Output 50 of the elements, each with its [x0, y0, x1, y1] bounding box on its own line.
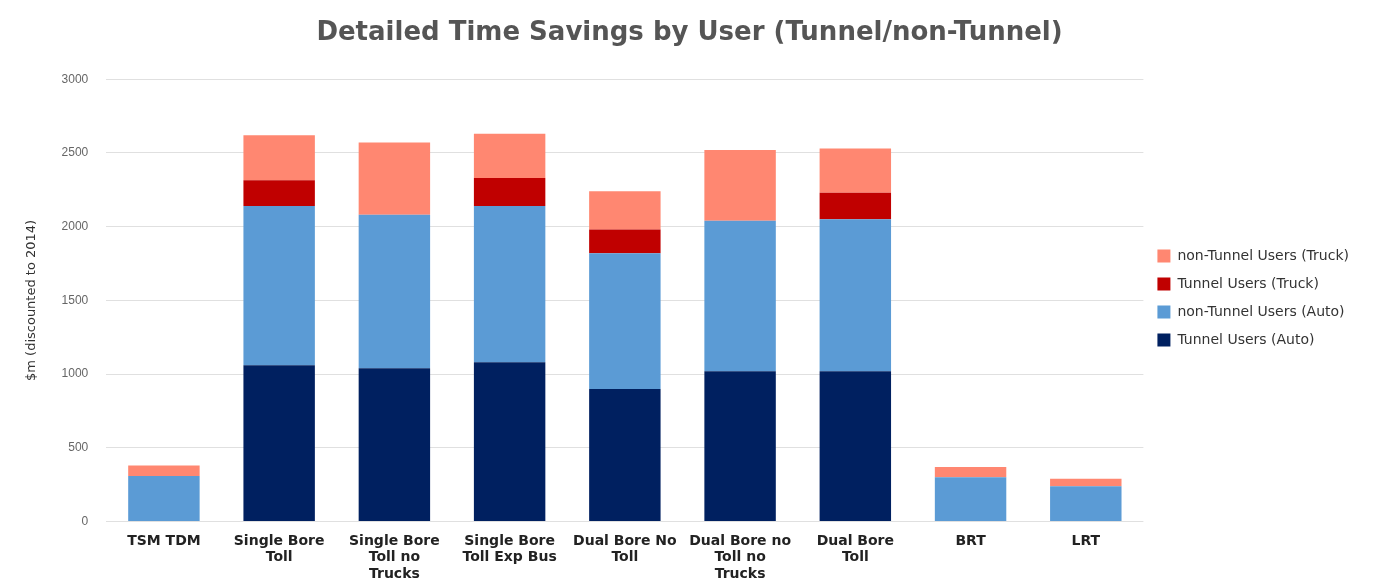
y-tick-label: 0	[81, 513, 89, 528]
bar	[358, 368, 431, 522]
bar	[128, 465, 200, 476]
x-tick-label: TSM TDM	[127, 531, 201, 548]
y-tick-label: 1000	[61, 366, 89, 381]
bar	[589, 229, 661, 254]
y-axis-title: $m (discounted to 2014)	[23, 219, 39, 381]
bar	[819, 219, 892, 372]
x-tick-label: Single Bore Toll	[233, 531, 325, 565]
bar	[243, 365, 315, 522]
bar	[934, 467, 1007, 478]
y-tick-label: 2000	[61, 218, 89, 233]
x-tick-label: Single Bore Toll no Trucks	[349, 531, 440, 582]
bar	[473, 133, 546, 178]
bar	[934, 477, 1007, 522]
bar	[473, 178, 546, 207]
bar	[819, 148, 892, 193]
bar	[243, 135, 315, 181]
x-tick-label: LRT	[1071, 531, 1101, 548]
chart-title: Detailed Time Savings by User (Tunnel/non-Tunnel)	[316, 16, 1063, 47]
bar	[704, 371, 776, 522]
bar	[819, 192, 892, 220]
bar	[243, 180, 315, 207]
y-tick-label: 2500	[61, 145, 89, 160]
bar	[589, 253, 661, 389]
x-tick-label: BRT	[955, 531, 987, 548]
bar	[473, 206, 546, 363]
bar	[1050, 486, 1122, 522]
bar	[128, 475, 200, 522]
legend-label: Tunnel Users (Truck)	[1176, 274, 1319, 291]
bar	[589, 191, 661, 230]
y-tick-label: 1500	[61, 292, 89, 307]
x-tick-label: Dual Bore No Toll	[573, 531, 678, 565]
bar	[243, 206, 315, 366]
y-tick-label: 3000	[61, 71, 89, 86]
legend-label: non-Tunnel Users (Auto)	[1177, 302, 1345, 319]
y-tick-label: 500	[68, 440, 89, 455]
bar	[589, 388, 661, 522]
x-tick-label: Dual Bore no Toll no Trucks	[689, 531, 792, 582]
x-tick-label: Single Bore Toll Exp Bus	[462, 531, 557, 565]
bar	[1050, 478, 1122, 487]
bar	[704, 149, 776, 221]
bar	[358, 214, 431, 369]
bar	[473, 362, 546, 522]
legend-label: non-Tunnel Users (Truck)	[1177, 246, 1350, 263]
legend-label: Tunnel Users (Auto)	[1176, 330, 1315, 347]
bar	[358, 142, 431, 215]
bar	[819, 371, 892, 522]
x-tick-label: Dual Bore Toll	[816, 531, 895, 565]
bar	[704, 220, 776, 372]
